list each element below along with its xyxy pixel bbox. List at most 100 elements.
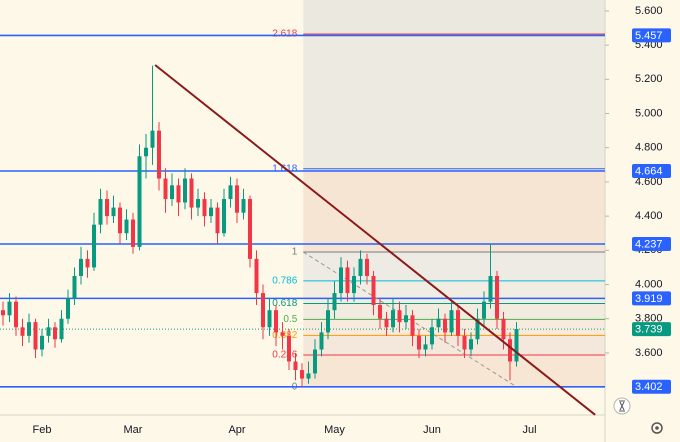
candle-body (59, 318, 64, 340)
candle-body (280, 332, 285, 336)
candle-body (222, 199, 226, 234)
y-tick-label: 5.200 (635, 73, 663, 85)
fib-zone (303, 303, 605, 320)
candle-body (313, 349, 317, 374)
candle-body (488, 275, 493, 302)
x-tick-label: Jun (423, 424, 441, 436)
candle-body (508, 339, 512, 362)
candle-body (150, 130, 155, 148)
price-label: 4.237 (635, 238, 663, 250)
y-tick-label: 4.400 (635, 210, 663, 222)
fib-zone (303, 335, 605, 355)
candle-body (475, 318, 480, 340)
price-label-box (632, 163, 671, 178)
candle-body (319, 332, 324, 350)
candle-body (378, 305, 382, 319)
candle-body (410, 315, 415, 336)
candle-body (339, 267, 343, 294)
candle-body (144, 147, 148, 157)
candle-body (287, 335, 291, 362)
fib-label: 0.236 (272, 350, 297, 361)
y-tick-label: 5.600 (635, 5, 663, 17)
candle-body (430, 327, 434, 345)
candle-body (176, 185, 181, 203)
candle-body (462, 335, 467, 350)
candle-body (183, 178, 187, 203)
candle-body (1, 310, 5, 316)
candle-body (53, 327, 57, 340)
candle-body (85, 258, 90, 268)
candle-body (33, 322, 38, 350)
price-label-box (632, 322, 671, 337)
price-label-box (632, 237, 671, 252)
candle-body (209, 207, 213, 217)
candle-body (72, 275, 77, 299)
candle-body (345, 267, 350, 294)
y-tick-label: 3.800 (635, 313, 663, 325)
candle-body (456, 310, 460, 336)
candle-body (157, 130, 161, 179)
candle-body (137, 156, 142, 247)
x-tick-label: May (324, 424, 345, 436)
candle-body (105, 199, 109, 217)
candle-body (124, 219, 129, 234)
candle-body (326, 310, 330, 333)
y-tick-label: 4.600 (635, 176, 663, 188)
clock-icon[interactable] (613, 397, 631, 415)
candle-body (27, 322, 31, 336)
candle-body (92, 224, 96, 268)
fib-label: 0.786 (272, 276, 297, 287)
settings-icon[interactable] (651, 422, 663, 434)
candle-body (501, 318, 506, 340)
candle-body (514, 328, 519, 362)
candle-body (365, 258, 369, 276)
y-tick-label: 5.000 (635, 107, 663, 119)
candle-body (170, 185, 174, 200)
candle-body (111, 207, 116, 217)
candle-body (391, 310, 395, 328)
x-tick-label: Mar (124, 424, 143, 436)
candle-body (98, 199, 103, 225)
candle-body (436, 318, 441, 328)
fib-label: 1 (292, 247, 298, 258)
candle-body (469, 339, 473, 350)
trend-line (154, 64, 596, 416)
fib-label: 0.618 (272, 298, 297, 309)
price-label-box (632, 291, 671, 306)
price-label-box (632, 28, 671, 43)
candle-body (404, 315, 408, 323)
candle-body (261, 293, 265, 328)
candle-body (40, 335, 44, 350)
price-label: 3.402 (635, 381, 663, 393)
candle-body (482, 301, 486, 319)
candle-body (306, 373, 311, 379)
candle-body (20, 327, 25, 336)
candle-body (352, 275, 356, 294)
candle-body (228, 185, 233, 200)
candle-body (7, 301, 12, 316)
candle-body (384, 318, 389, 328)
candle-body (443, 318, 447, 333)
candle-body (202, 199, 207, 217)
price-label: 3.739 (635, 324, 663, 336)
candle-body (254, 258, 259, 294)
candle-body (371, 275, 376, 306)
candle-body (14, 301, 18, 328)
candle-body (358, 258, 363, 276)
price-label: 4.664 (635, 165, 663, 177)
candle-body (332, 293, 337, 311)
candle-body (79, 258, 83, 276)
candle-body (215, 207, 220, 234)
candle-body (235, 185, 239, 213)
fib-label: 0.5 (283, 314, 297, 325)
price-label: 5.457 (635, 30, 663, 42)
x-tick-label: Feb (33, 424, 52, 436)
candle-body (495, 275, 499, 319)
candle-body (189, 178, 194, 208)
fib-label: 2.618 (272, 29, 297, 40)
candle-body (274, 310, 278, 333)
fib-zone (303, 319, 605, 336)
price-label: 3.919 (635, 293, 663, 305)
fib-trend-line (303, 251, 517, 388)
